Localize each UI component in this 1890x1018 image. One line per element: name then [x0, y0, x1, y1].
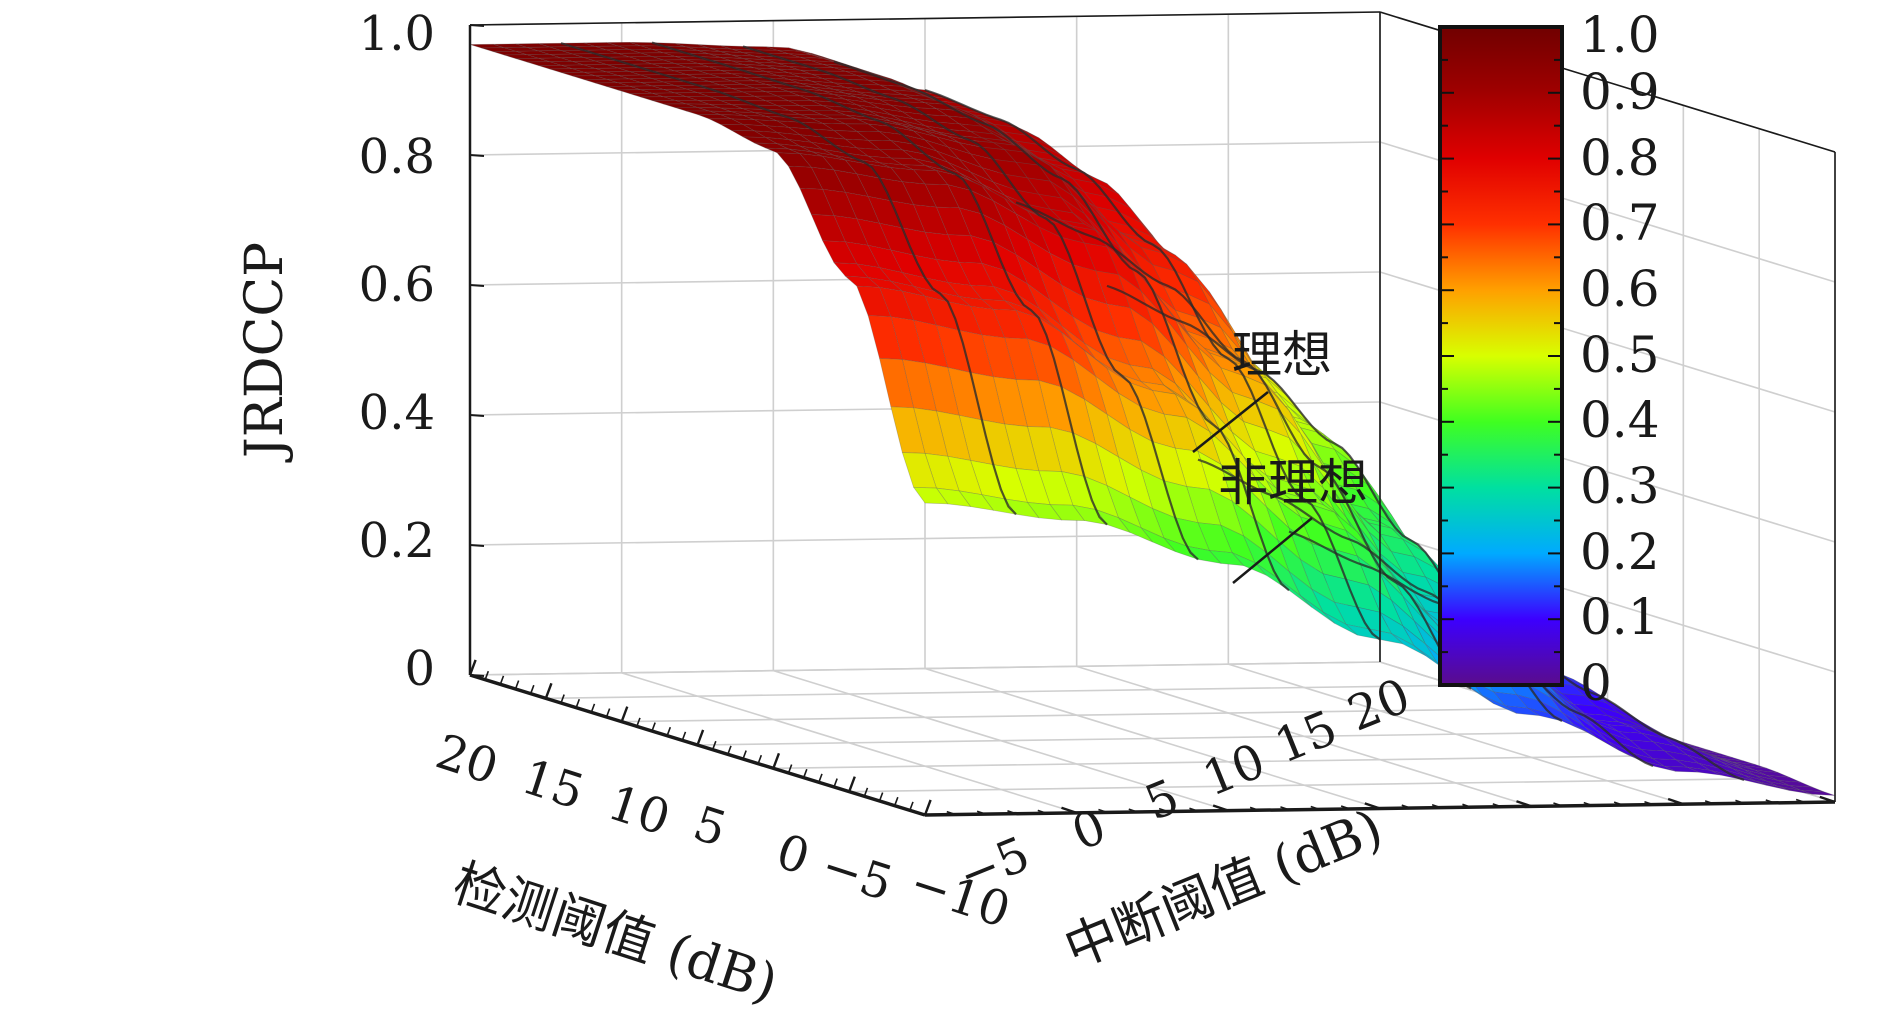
- y-tick: 10: [1195, 733, 1273, 808]
- annotation-ideal-label: 理想: [1232, 326, 1332, 384]
- z-tick: 0.4: [359, 385, 435, 441]
- contour-lines: [560, 41, 1745, 782]
- colorbar-tick-labels: 0 0.1 0.2 0.3 0.4 0.5 0.6 0.7 0.8 0.9 1.…: [1580, 6, 1660, 712]
- contour-line: [1197, 458, 1654, 768]
- y-axis-label: 中断阈值 (dB): [1056, 798, 1391, 980]
- colorbar: 0 0.1 0.2 0.3 0.4 0.5 0.6 0.7 0.8 0.9 1.…: [1438, 6, 1660, 712]
- annotation-ideal: 理想: [1192, 326, 1332, 453]
- contour-line: [742, 45, 1199, 561]
- colorbar-tick-label: 0.8: [1580, 129, 1660, 187]
- x-tick: 5: [687, 795, 733, 858]
- x-tick: −5: [815, 837, 900, 912]
- colorbar-tick-label: 0.1: [1580, 588, 1660, 646]
- contour-line: [924, 88, 1381, 641]
- colorbar-tick-label: 0.9: [1580, 63, 1660, 121]
- z-tick: 0.2: [359, 513, 435, 569]
- x-tick: 10: [601, 775, 676, 847]
- surface-patch: [958, 490, 995, 511]
- contour-line: [1015, 201, 1472, 690]
- colorbar-tick-label: 0.5: [1580, 326, 1660, 384]
- x-tick: 0: [770, 823, 816, 886]
- colorbar-tick-label: 0.3: [1580, 457, 1660, 515]
- colorbar-tick-label: 0.7: [1580, 194, 1660, 252]
- z-tick: 0: [404, 641, 435, 697]
- contour-line: [833, 60, 1290, 592]
- surface-patch: [912, 486, 949, 505]
- y-tick: 20: [1340, 668, 1418, 743]
- x-tick: 20: [429, 724, 504, 796]
- annotation-nonideal: 非理想: [1218, 454, 1368, 584]
- z-tick: 1.0: [359, 6, 435, 62]
- y-tick: 5: [1137, 768, 1186, 831]
- z-tick: 0.6: [359, 257, 435, 313]
- colorbar-tick-label: 0: [1580, 654, 1612, 712]
- colorbar-ticks: [1440, 26, 1562, 686]
- x-tick: 15: [515, 749, 590, 821]
- colorbar-tick-label: 0.4: [1580, 391, 1660, 449]
- colorbar-tick-label: 1.0: [1580, 6, 1660, 64]
- z-axis-ticks: 0 0.2 0.4 0.6 0.8 1.0: [359, 6, 435, 697]
- z-tick: 0.8: [359, 129, 435, 185]
- annotation-nonideal-label: 非理想: [1218, 454, 1368, 512]
- colorbar-tick-label: 0.6: [1580, 260, 1660, 318]
- y-tick: 0: [1064, 798, 1113, 861]
- z-axis-label: JRDCCP: [235, 242, 295, 463]
- axes: [468, 11, 1836, 817]
- contour-line: [560, 42, 1017, 516]
- contour-line: [651, 41, 1108, 526]
- colorbar-gradient: [1438, 25, 1564, 687]
- colorbar-tick-label: 0.2: [1580, 523, 1660, 581]
- x-axis-label: 检测阈值 (dB): [446, 853, 785, 1014]
